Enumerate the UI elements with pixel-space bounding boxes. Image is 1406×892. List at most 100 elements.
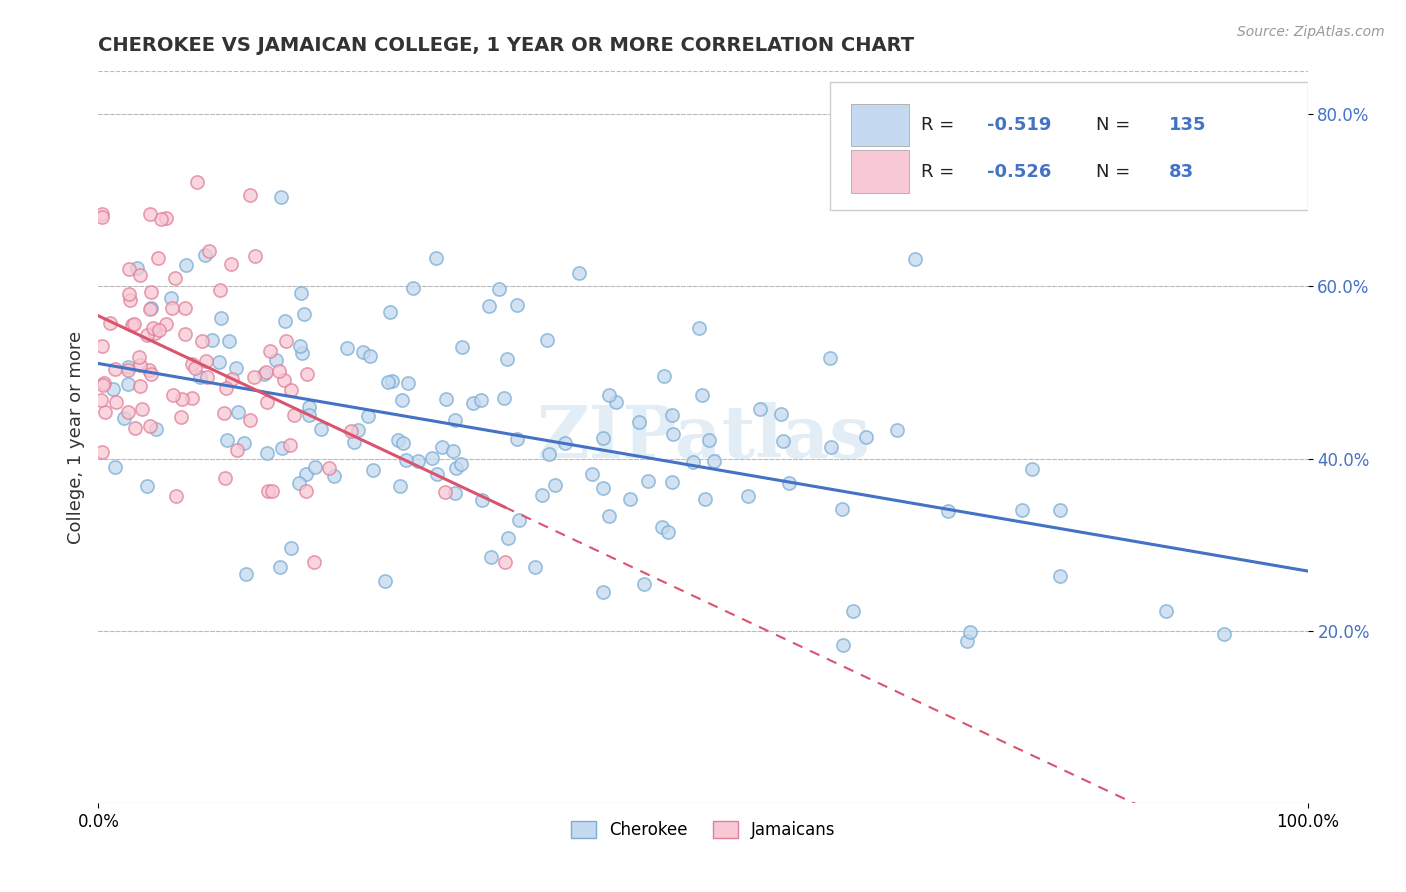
Point	[142, 320, 165, 334]
Point	[290, 285, 312, 300]
Point	[543, 477, 565, 491]
Point	[524, 560, 547, 574]
Point	[605, 395, 627, 409]
Point	[1049, 568, 1071, 582]
Point	[232, 436, 254, 450]
Point	[749, 402, 772, 417]
Point	[173, 327, 195, 342]
Point	[270, 442, 292, 456]
FancyBboxPatch shape	[851, 151, 908, 193]
Point	[128, 351, 150, 365]
Point	[444, 413, 467, 427]
Point	[91, 444, 114, 458]
Point	[479, 550, 502, 565]
Point	[155, 317, 177, 331]
Point	[470, 393, 492, 408]
Point	[494, 392, 516, 406]
Point	[264, 353, 287, 368]
Point	[425, 251, 447, 265]
Point	[443, 486, 465, 500]
Point	[531, 488, 554, 502]
Point	[598, 388, 620, 402]
Point	[396, 376, 419, 390]
Point	[381, 375, 404, 389]
Point	[323, 468, 346, 483]
Text: -0.526: -0.526	[987, 162, 1052, 180]
Point	[592, 431, 614, 445]
Text: Source: ZipAtlas.com: Source: ZipAtlas.com	[1237, 25, 1385, 39]
Point	[855, 430, 877, 444]
Point	[122, 317, 145, 331]
Point	[506, 298, 529, 312]
Point	[280, 383, 302, 397]
Point	[91, 207, 114, 221]
Point	[298, 408, 321, 422]
Point	[536, 333, 558, 347]
Point	[361, 463, 384, 477]
Point	[628, 415, 651, 429]
Point	[938, 504, 960, 518]
Point	[225, 443, 247, 458]
Point	[690, 388, 713, 402]
Point	[662, 427, 685, 442]
Point	[295, 368, 318, 382]
Point	[98, 316, 121, 330]
Point	[309, 421, 332, 435]
Point	[221, 371, 243, 385]
Point	[651, 520, 673, 534]
Point	[239, 187, 262, 202]
Point	[117, 405, 139, 419]
Point	[959, 625, 981, 640]
Point	[471, 493, 494, 508]
Point	[269, 560, 291, 574]
Point	[218, 334, 240, 348]
Point	[336, 341, 359, 355]
Text: ZIPatlas: ZIPatlas	[536, 401, 870, 473]
Point	[139, 206, 162, 220]
Point	[145, 422, 167, 436]
Point	[772, 434, 794, 448]
Point	[141, 301, 163, 316]
Point	[406, 454, 429, 468]
Point	[112, 411, 135, 425]
Point	[215, 381, 238, 395]
Point	[298, 400, 321, 414]
Point	[212, 405, 235, 419]
Text: R =: R =	[921, 162, 960, 180]
Point	[377, 375, 399, 389]
Point	[657, 524, 679, 539]
Point	[832, 638, 855, 652]
Point	[184, 360, 207, 375]
Point	[256, 484, 278, 499]
Point	[273, 373, 295, 387]
Point	[494, 555, 516, 569]
Point	[117, 362, 139, 376]
Point	[831, 501, 853, 516]
Point	[304, 460, 326, 475]
Point	[143, 326, 166, 340]
Text: 135: 135	[1168, 116, 1206, 134]
Point	[292, 307, 315, 321]
Point	[380, 305, 402, 319]
Text: -0.519: -0.519	[987, 116, 1052, 134]
Point	[136, 327, 159, 342]
Point	[256, 446, 278, 460]
Point	[402, 281, 425, 295]
Point	[592, 482, 614, 496]
Legend: Cherokee, Jamaicans: Cherokee, Jamaicans	[564, 814, 842, 846]
Point	[434, 392, 457, 407]
FancyBboxPatch shape	[851, 103, 908, 146]
Point	[195, 369, 218, 384]
Point	[174, 258, 197, 272]
Point	[1011, 503, 1033, 517]
Point	[288, 475, 311, 490]
Point	[94, 405, 117, 419]
Point	[592, 584, 614, 599]
Point	[283, 408, 305, 422]
Point	[148, 251, 170, 265]
Point	[688, 321, 710, 335]
Point	[1212, 627, 1234, 641]
Point	[359, 349, 381, 363]
Point	[340, 425, 363, 439]
Point	[703, 454, 725, 468]
